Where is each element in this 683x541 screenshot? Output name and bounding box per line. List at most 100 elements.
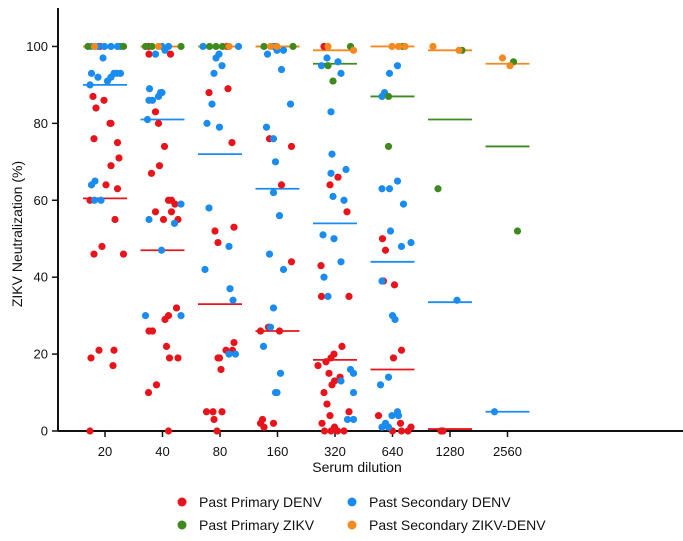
data-point bbox=[265, 250, 274, 258]
data-point bbox=[92, 104, 100, 112]
data-point bbox=[145, 85, 154, 93]
data-point bbox=[317, 292, 326, 301]
data-point bbox=[218, 62, 226, 70]
y-tick-label: 40 bbox=[34, 270, 48, 285]
data-point bbox=[287, 258, 296, 266]
median-lines bbox=[83, 45, 530, 430]
data-point bbox=[269, 188, 278, 197]
data-point bbox=[513, 227, 522, 235]
data-point bbox=[317, 62, 326, 70]
data-point bbox=[225, 350, 233, 358]
data-point bbox=[107, 119, 115, 127]
data-point bbox=[378, 235, 387, 243]
data-point bbox=[208, 100, 216, 108]
data-point bbox=[234, 42, 243, 51]
data-point bbox=[343, 208, 351, 216]
data-point bbox=[393, 62, 402, 70]
data-point bbox=[328, 381, 336, 389]
data-point bbox=[275, 327, 284, 335]
data-point bbox=[212, 42, 220, 51]
data-point bbox=[87, 354, 95, 362]
data-point bbox=[404, 427, 412, 435]
data-point bbox=[340, 427, 348, 435]
data-point bbox=[329, 192, 337, 201]
data-point bbox=[266, 42, 275, 51]
data-point bbox=[378, 277, 386, 285]
data-point bbox=[276, 369, 285, 377]
data-point bbox=[394, 412, 403, 420]
data-point bbox=[84, 42, 92, 51]
data-point bbox=[154, 119, 163, 127]
data-point bbox=[275, 212, 284, 220]
data-point bbox=[327, 427, 335, 435]
data-point bbox=[279, 265, 288, 274]
data-point bbox=[210, 415, 218, 424]
data-point bbox=[490, 408, 499, 416]
data-point bbox=[171, 200, 179, 208]
data-point bbox=[324, 292, 332, 301]
data-point bbox=[174, 354, 182, 362]
data-point bbox=[384, 373, 393, 381]
data-point bbox=[90, 135, 98, 143]
data-point bbox=[141, 312, 150, 320]
y-tick-label: 100 bbox=[26, 39, 48, 54]
data-point bbox=[334, 58, 342, 66]
data-point bbox=[218, 408, 226, 416]
axes: 0 20 40 60 80 100 20 40 80 160 320 640 1280 2560 bbox=[26, 8, 683, 459]
data-point bbox=[279, 46, 288, 54]
data-point bbox=[215, 354, 224, 362]
data-point bbox=[388, 412, 396, 420]
data-point bbox=[177, 42, 185, 51]
data-point bbox=[397, 427, 406, 435]
data-point bbox=[378, 423, 386, 431]
data-point bbox=[330, 235, 338, 243]
data-point bbox=[381, 246, 390, 254]
legend-marker bbox=[177, 497, 187, 507]
data-point bbox=[212, 54, 220, 62]
data-point bbox=[343, 415, 352, 424]
data-point bbox=[323, 400, 331, 408]
data-point bbox=[397, 242, 406, 251]
data-point bbox=[201, 265, 209, 274]
y-tick-label: 20 bbox=[34, 347, 48, 362]
data-point bbox=[111, 215, 119, 224]
x-tick-label: 80 bbox=[213, 444, 227, 459]
data-point bbox=[385, 185, 394, 193]
legend-marker bbox=[177, 520, 187, 530]
data-point bbox=[397, 346, 406, 354]
x-tick-label: 40 bbox=[155, 444, 169, 459]
data-point bbox=[166, 50, 175, 58]
data-point bbox=[203, 119, 211, 127]
data-point bbox=[287, 142, 296, 151]
data-point bbox=[167, 208, 176, 216]
x-axis-title: Serum dilution bbox=[312, 459, 402, 475]
data-point bbox=[155, 162, 164, 170]
data-point bbox=[159, 215, 168, 224]
data-point bbox=[87, 181, 96, 189]
data-point bbox=[327, 169, 335, 177]
data-point bbox=[151, 208, 160, 216]
data-point bbox=[259, 342, 268, 350]
data-point bbox=[374, 412, 383, 420]
data-point bbox=[226, 285, 234, 293]
data-point bbox=[99, 54, 107, 62]
data-point bbox=[396, 419, 405, 427]
data-point bbox=[325, 369, 333, 377]
data-point bbox=[205, 89, 213, 97]
data-point bbox=[160, 142, 169, 151]
data-point bbox=[109, 362, 117, 370]
data-point bbox=[342, 165, 350, 174]
data-point bbox=[90, 196, 99, 204]
data-point bbox=[100, 42, 109, 51]
data-point bbox=[224, 85, 232, 93]
data-point bbox=[384, 142, 393, 151]
data-point bbox=[407, 238, 415, 247]
data-point bbox=[262, 123, 271, 131]
data-point bbox=[215, 123, 224, 131]
data-point bbox=[289, 42, 297, 51]
data-point bbox=[323, 54, 331, 62]
data-point bbox=[199, 42, 207, 51]
data-point bbox=[345, 292, 353, 301]
